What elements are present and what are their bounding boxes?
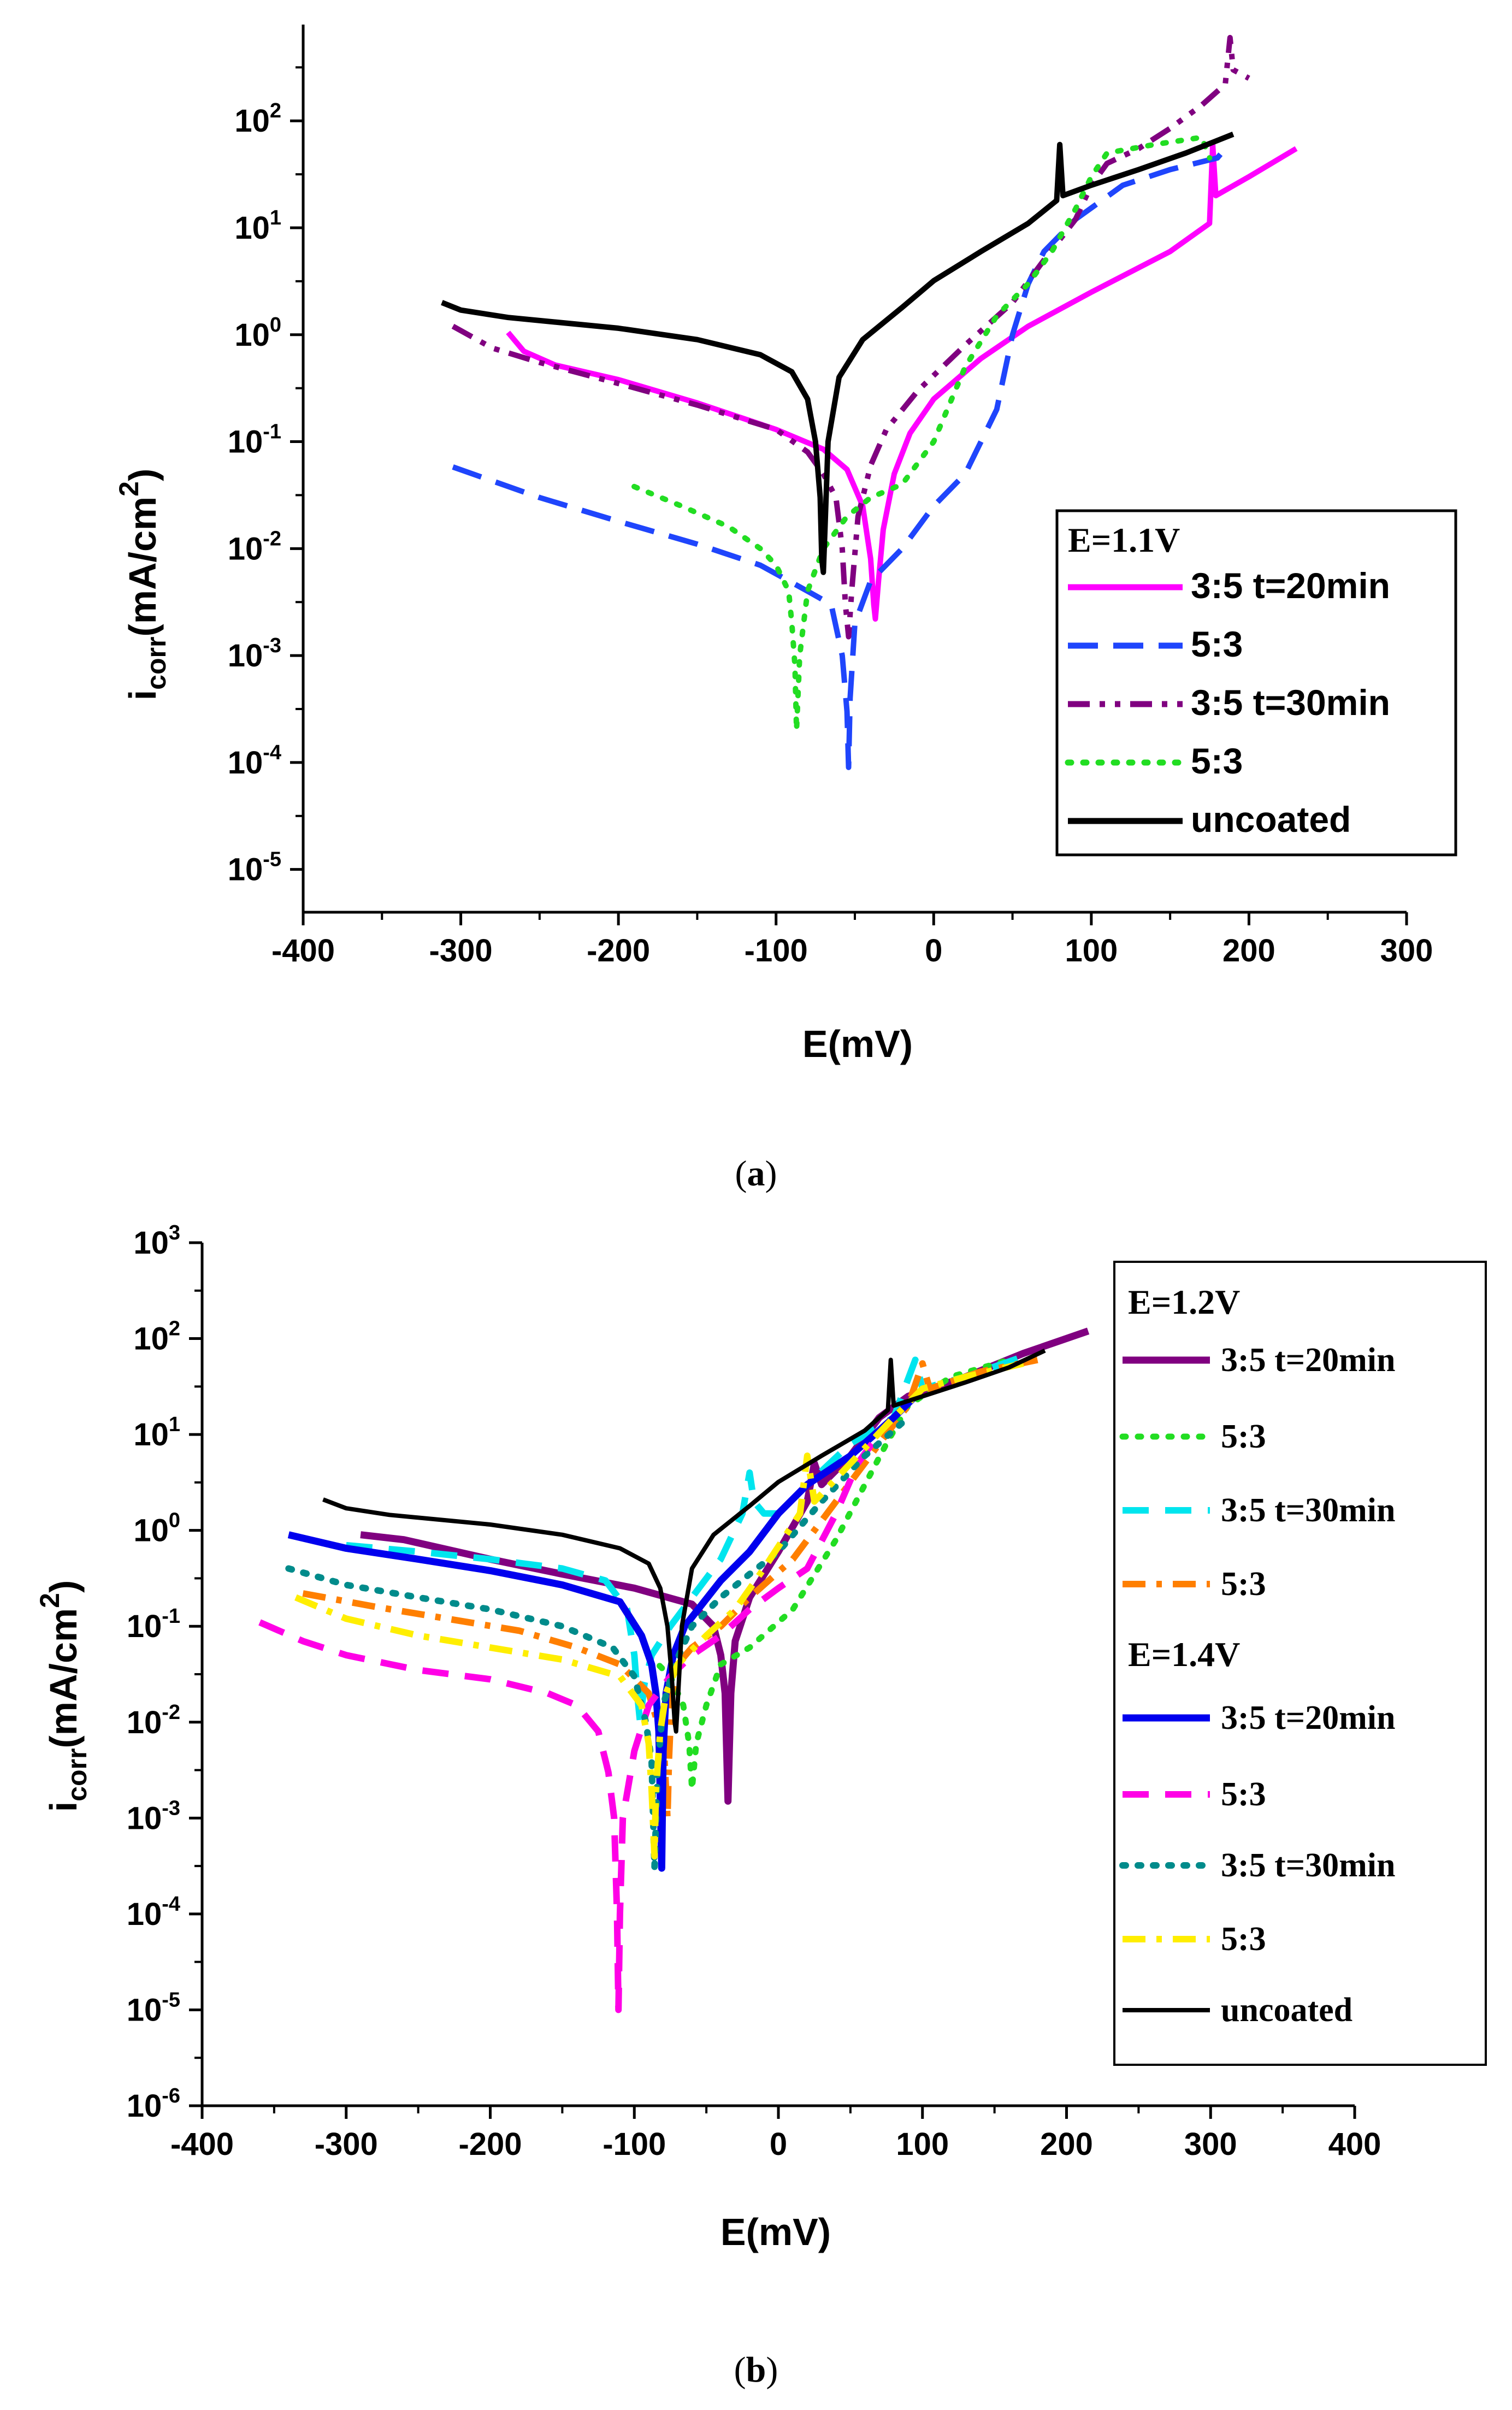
panel-b: -400 -300 -200 -100 0 100 200 300 400 10-6 10-5 10-… [34,1221,1487,2390]
panel-b-ytick-label: 103 [133,1221,180,1261]
panel-b-xtick-label: 0 [770,2127,787,2162]
panel-b-legend-box [1113,1261,1487,2066]
panel-b-series-lines [258,1327,1090,2013]
panel-a-xlabel: E(mV) [802,1023,913,1065]
panel-a-xtick-label: 100 [1065,933,1118,968]
panel-b-legend-label: uncoated [1221,1992,1352,2029]
panel-b-series-6 [258,1442,875,2013]
panel-a-series-lines [441,34,1298,770]
panel-a-xtick-label: 300 [1380,933,1433,968]
panel-a-ytick-label: 100 [234,314,281,353]
panel-a-ytick-label: 10-1 [228,421,281,460]
panel-a-ytick-label: 10-5 [228,848,281,888]
panel-a-xtick-label: -200 [587,933,650,968]
panel-a-legend-box [1055,509,1457,857]
panel-b-legend-label: 5:3 [1221,1776,1266,1813]
panel-a-legend-entries: 3:5 t=20min 5:3 3:5 t=30min 5:3 uncoated [1065,565,1390,840]
panel-b-ytick-label: 10-4 [127,1893,180,1932]
panel-a-ylabel: icorr(mA/cm2) [114,469,172,701]
panel-b-ytick-label: 10-1 [127,1605,180,1644]
panel-b-xtick-label: 100 [896,2127,949,2162]
panel-a-series-4 [631,134,1213,733]
panel-a-legend-label: 5:3 [1191,624,1243,664]
panel-b-ytick-label: 101 [133,1413,180,1452]
panel-b-legend-label: 5:3 [1221,1566,1266,1603]
panel-b-xtick-label: 400 [1328,2127,1381,2162]
panel-a-ytick-label: 101 [234,206,281,246]
panel-b-xtick-label: 200 [1040,2127,1093,2162]
panel-a-series-3 [451,34,1250,640]
panel-b-ytick-label: 10-3 [127,1797,180,1836]
panel-a-ytick-label: 10-3 [228,634,281,674]
panel-b-xtick-label: -100 [603,2127,666,2162]
panel-b-xtick-label: 300 [1184,2127,1237,2162]
panel-a: -400 -300 -200 -100 0 100 200 300 10-5 10-4 10-3 10… [114,25,1457,1194]
panel-a-legend-label: 3:5 t=20min [1191,565,1390,606]
panel-b-ytick-label: 10-2 [127,1701,180,1740]
panel-b-ytick-label: 102 [133,1318,180,1357]
panel-a-ytick-label: 10-2 [228,527,281,566]
panel-b-xtick-label: -200 [458,2127,522,2162]
panel-a-legend-label: uncoated [1191,799,1351,840]
panel-b-ytick-label: 10-6 [127,2084,180,2124]
panel-b-axes: -400 -300 -200 -100 0 100 200 300 400 10-6 10-5 10-… [127,1221,1381,2162]
panel-b-legend-label: 3:5 t=20min [1221,1699,1395,1736]
panel-b-ylabel: icorr(mA/cm2) [34,1580,92,1812]
panel-a-xtick-label: 0 [925,933,942,968]
panel-b-ytick-label: 100 [133,1509,180,1549]
panel-b-series-3 [346,1353,1025,1726]
panel-b-legend-label: 3:5 t=30min [1221,1847,1395,1884]
panel-b-legend-header-2: E=1.4V [1128,1635,1240,1674]
panel-b-legend: E=1.2V E=1.4V 3:5 t=20min 5:3 3:5 t=30min 5… [1113,1261,1487,2066]
panel-a-xtick-label: -100 [745,933,808,968]
panel-b-series-8 [294,1360,1024,1860]
panel-b-legend-label: 5:3 [1221,1921,1266,1958]
panel-b-series-5 [287,1393,918,1872]
panel-a-xtick-label: -300 [429,933,493,968]
panel-b-legend-label: 3:5 t=20min [1221,1342,1395,1379]
panel-a-ytick-label: 102 [234,99,281,139]
panel-a-legend-label: 5:3 [1191,741,1243,781]
panel-b-legend-label: 5:3 [1221,1418,1266,1455]
panel-b-xtick-label: -300 [315,2127,378,2162]
panel-a-xtick-label: 200 [1222,933,1275,968]
panel-b-legend-entries: 3:5 t=20min 5:3 3:5 t=30min 5:3 3:5 t=20min 5… [1119,1342,1395,2029]
panel-b-series-9 [322,1348,1046,1734]
panel-b-series-7 [285,1414,912,1872]
panel-b-caption: (b) [734,2350,778,2390]
panel-b-legend-header-1: E=1.2V [1128,1283,1240,1321]
panel-a-xtick-label: -400 [271,933,335,968]
panel-b-xlabel: E(mV) [720,2211,831,2253]
panel-a-legend-label: 3:5 t=30min [1191,682,1390,723]
panel-b-legend-label: 3:5 t=30min [1221,1492,1395,1529]
panel-a-axes: -400 -300 -200 -100 0 100 200 300 10-5 10-4 10-3 10… [228,25,1433,968]
panel-b-series-2 [646,1357,1012,1792]
panel-b-ytick-label: 10-5 [127,1988,180,2028]
panel-b-xtick-label: -400 [170,2127,234,2162]
panel-a-series-1 [506,141,1298,622]
panel-a-legend-header: E=1.1V [1068,521,1180,559]
panel-b-series-4 [302,1356,1039,1822]
panel-a-caption: (a) [735,1154,777,1194]
panel-a-series-5 [441,132,1235,575]
panel-a-legend: E=1.1V 3:5 t=20min 5:3 3:5 t=30min 5:3 uncoa… [1055,509,1457,857]
panel-a-ytick-label: 10-4 [228,741,281,781]
